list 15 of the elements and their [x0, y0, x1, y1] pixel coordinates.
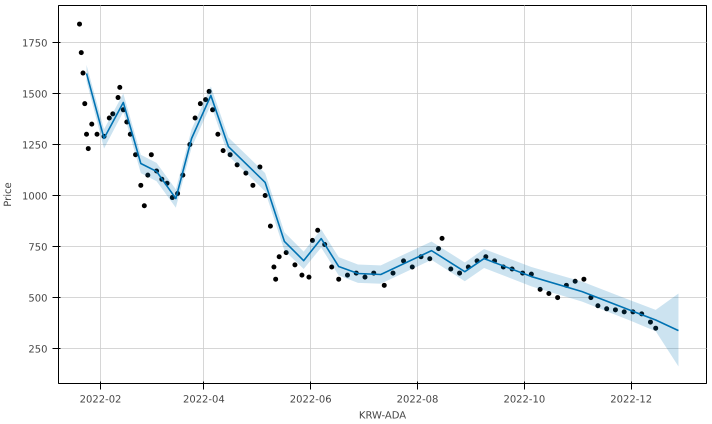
x-tick-label: 2022-04	[182, 394, 225, 406]
x-tick-label: 2022-08	[396, 394, 438, 406]
y-tick-label: 250	[28, 344, 48, 356]
x-tick-label: 2022-12	[610, 394, 652, 406]
y-tick-label: 1500	[22, 89, 48, 100]
y-tick-label: 1750	[22, 38, 48, 50]
y-tick-label: 1000	[22, 192, 48, 203]
x-axis-title: KRW-ADA	[358, 410, 406, 422]
x-tick-label: 2022-10	[503, 394, 546, 406]
x-tick-label: 2022-06	[290, 394, 332, 406]
y-tick-label: 750	[28, 242, 48, 254]
y-axis-title: Price	[3, 182, 14, 207]
y-tick-label: 1250	[22, 140, 48, 152]
y-tick-label: 500	[28, 294, 48, 305]
x-tick-label: 2022-02	[80, 394, 122, 406]
